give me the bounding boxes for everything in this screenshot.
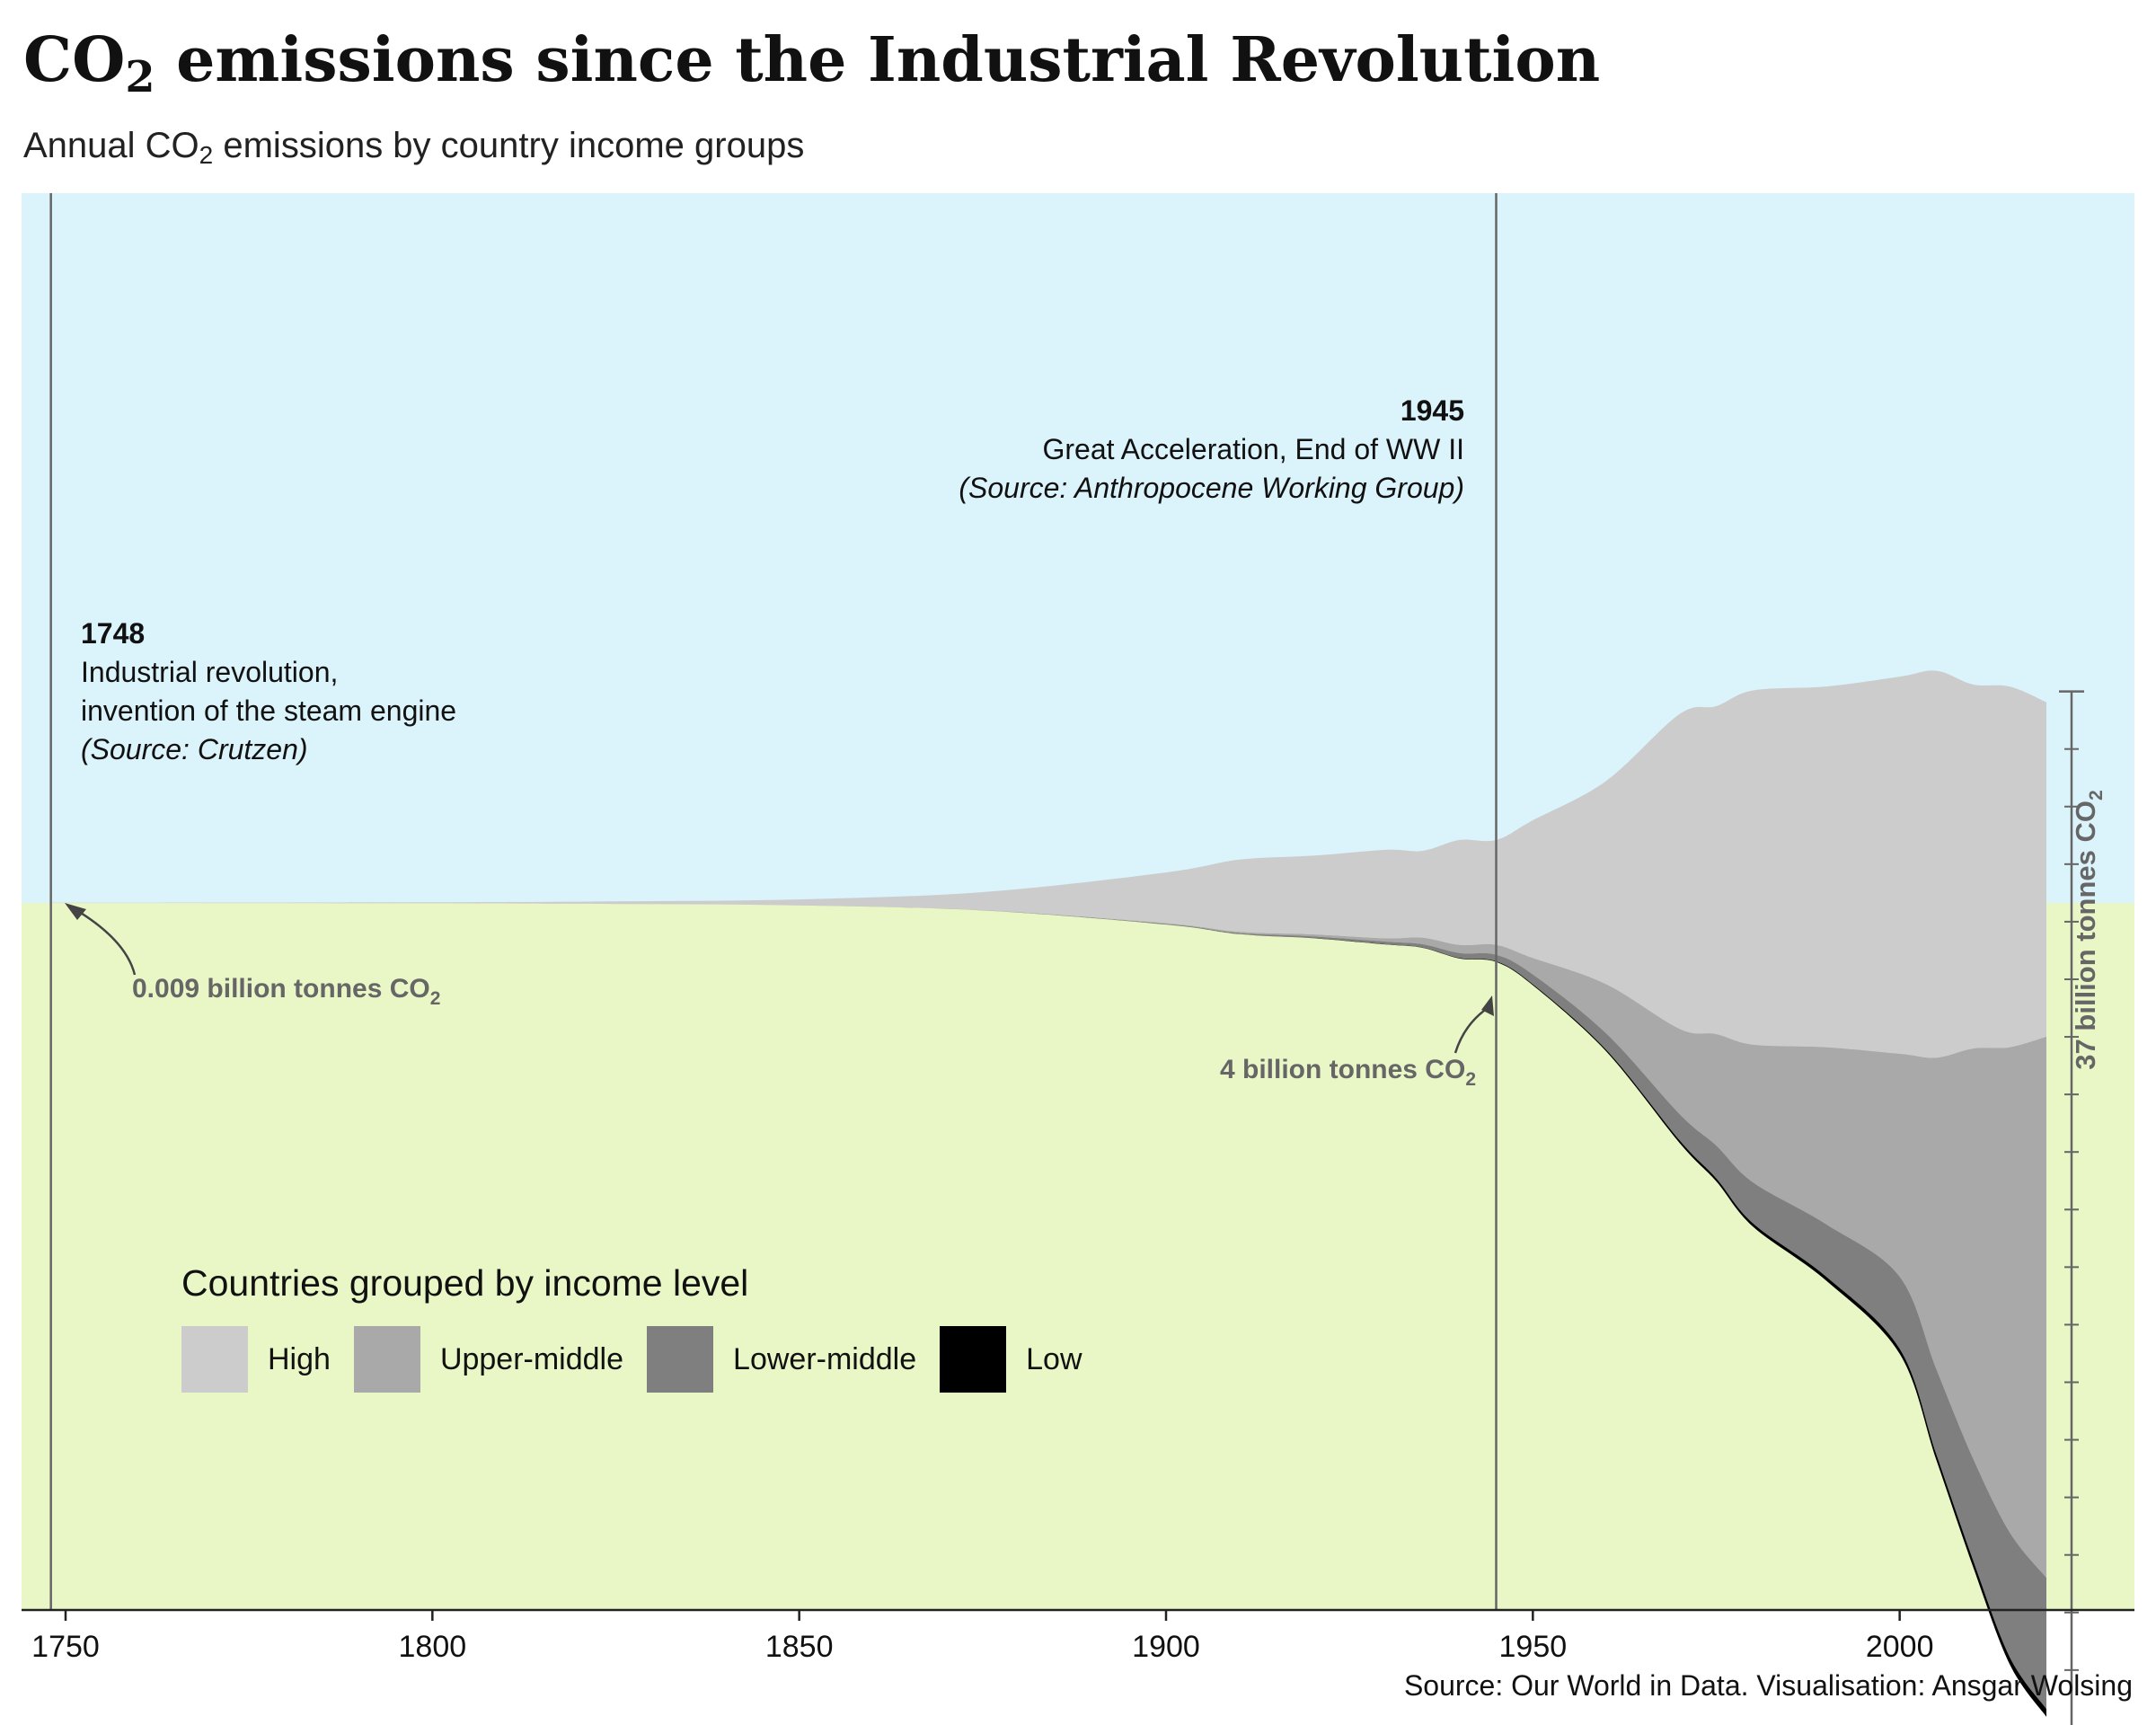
scale-label: 37 billion tonnes CO2 bbox=[2070, 790, 2107, 1069]
legend-item-upper-middle: Upper-middle bbox=[353, 1326, 624, 1393]
stream-high bbox=[50, 670, 2047, 1058]
legend-label: Upper-middle bbox=[439, 1341, 624, 1376]
x-tick-label: 1800 bbox=[399, 1630, 467, 1664]
annotation-1945-source: (Source: Anthropocene Working Group) bbox=[959, 472, 1464, 504]
legend-title: Countries grouped by income level bbox=[181, 1262, 749, 1304]
x-tick-label: 1950 bbox=[1499, 1630, 1568, 1664]
annotation-1945-year: 1945 bbox=[1401, 394, 1464, 427]
annotation-1748-line1: Industrial revolution, bbox=[81, 656, 338, 688]
annotation-1945: 1945 Great Acceleration, End of WW II (S… bbox=[959, 394, 1464, 504]
arrow-1748-head bbox=[65, 903, 86, 920]
legend-swatch bbox=[647, 1326, 714, 1393]
legend-swatch bbox=[940, 1326, 1007, 1393]
legend-label: Low bbox=[1026, 1341, 1082, 1376]
legend-swatch bbox=[353, 1326, 420, 1393]
legend-items: High Upper-middle Lower-middle Low bbox=[181, 1326, 1106, 1393]
arrow-1945-head bbox=[1481, 995, 1494, 1016]
annotation-1945-line1: Great Acceleration, End of WW II bbox=[1042, 433, 1464, 465]
arrow-1748 bbox=[71, 906, 137, 976]
legend-swatch bbox=[181, 1326, 248, 1393]
x-tick-label: 2000 bbox=[1866, 1630, 1934, 1664]
legend-label: High bbox=[268, 1341, 331, 1376]
x-tick-label: 1750 bbox=[31, 1630, 100, 1664]
x-tick-label: 1900 bbox=[1132, 1630, 1200, 1664]
legend-item-lower-middle: Lower-middle bbox=[647, 1326, 916, 1393]
value-label-1748: 0.009 billion tonnes CO2 bbox=[132, 974, 440, 1009]
annotation-1748-source: (Source: Crutzen) bbox=[81, 733, 308, 765]
stream-layers bbox=[50, 670, 2047, 1717]
source-note: Source: Our World in Data. Visualisation… bbox=[1403, 1669, 2133, 1702]
value-label-1945: 4 billion tonnes CO2 bbox=[1220, 1055, 1476, 1090]
legend-label: Lower-middle bbox=[733, 1341, 917, 1376]
legend-item-high: High bbox=[181, 1326, 331, 1393]
x-tick-label: 1850 bbox=[765, 1630, 834, 1664]
x-axis-ticks: 1750 1800 1850 1900 1950 2000 bbox=[31, 1610, 1933, 1664]
legend: Countries grouped by income level High Up… bbox=[181, 1262, 1106, 1393]
annotation-1748-year: 1748 bbox=[81, 617, 145, 650]
annotation-1748: 1748 Industrial revolution, invention of… bbox=[81, 617, 456, 765]
page-subtitle: Annual CO2 emissions by country income g… bbox=[23, 126, 805, 169]
value-scale bbox=[2059, 690, 2084, 1725]
legend-item-low: Low bbox=[940, 1326, 1082, 1393]
page-title: CO2 emissions since the Industrial Revol… bbox=[23, 24, 1601, 102]
annotation-1748-line2: invention of the steam engine bbox=[81, 694, 456, 727]
